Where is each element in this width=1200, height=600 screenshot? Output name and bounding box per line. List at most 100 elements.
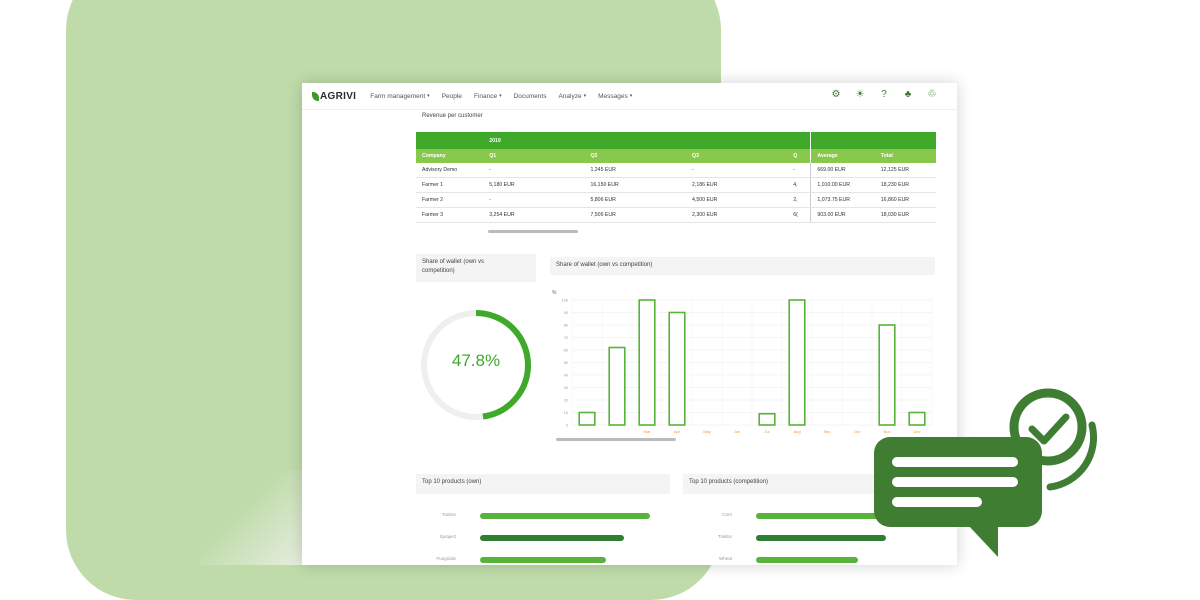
- table-cell: Farmer 3: [416, 207, 484, 223]
- chat-check-icon: [874, 388, 1098, 557]
- table-row[interactable]: Farmer 2-5,806 EUR 4,500 EUR 2, 1,073.75 EU…: [416, 192, 936, 208]
- main-menu: Farm management ▾ People Finance ▾ Documents A…: [370, 93, 632, 100]
- competition-products-title: Top 10 products (competition): [683, 474, 937, 494]
- donut-card-title: Share of wallet (own vs competition): [416, 254, 536, 282]
- x-tick-label: Sep: [823, 429, 831, 434]
- product-bar: [480, 513, 651, 519]
- table-cell: 12,125 EUR: [874, 163, 936, 178]
- gear-icon[interactable]: ⚙: [831, 89, 841, 100]
- table-row[interactable]: Farmer 1 5,180 EUR 16,150 EUR 2,186 EUR 4, 1,…: [416, 177, 936, 193]
- background-shadow: [200, 470, 302, 565]
- product-bar: [480, 557, 606, 563]
- column-header[interactable]: Average: [810, 149, 875, 163]
- column-header[interactable]: Q2: [590, 153, 598, 159]
- logo-text: AGRIVI: [320, 90, 357, 102]
- column-header-row: Company Q1 Q2 Q3 Q Average Total: [416, 149, 936, 163]
- x-tick-label: Dec: [913, 429, 920, 434]
- year-header-row: 2019: [416, 132, 936, 149]
- own-products-title: Top 10 products (own): [416, 474, 670, 494]
- top-navigation-bar: AGRIVI Farm management ▾ People Finance ▾ Doc…: [302, 83, 957, 110]
- bar: [758, 412, 776, 426]
- x-tick-label: Oct: [854, 429, 861, 434]
- table-cell: 1,245 EUR: [584, 163, 687, 178]
- y-tick-label: 30: [564, 386, 568, 390]
- bar: [638, 299, 656, 426]
- table-cell: 2,300 EUR: [686, 207, 788, 223]
- table-cell: -: [483, 192, 585, 208]
- table-cell: 4,: [787, 177, 811, 193]
- year-cell: 2019: [489, 137, 501, 144]
- nav-item[interactable]: Messages: [598, 92, 628, 100]
- chevron-down-icon[interactable]: ▾: [629, 92, 633, 99]
- table-cell: 3,254 EUR: [483, 207, 585, 223]
- table-cell: Farmer 1: [416, 177, 484, 193]
- product-bar: [756, 557, 858, 563]
- x-tick-label: Aug: [793, 429, 800, 434]
- column-header[interactable]: Q3: [692, 153, 699, 159]
- product-label: Spraject: [439, 534, 456, 539]
- nav-item[interactable]: People: [441, 92, 462, 100]
- table-cell: Farmer 2: [416, 192, 484, 208]
- product-bar: [756, 513, 932, 519]
- y-tick-label: 40: [564, 374, 568, 378]
- table-cell: -: [483, 163, 585, 178]
- table-cell: 18,030 EUR: [874, 207, 936, 223]
- horizontal-scrollbar[interactable]: [488, 230, 578, 233]
- table-cell: 16,150 EUR: [584, 177, 687, 193]
- product-label: Corn: [722, 512, 732, 517]
- table-cell: 903.00 EUR: [810, 207, 875, 223]
- chevron-down-icon[interactable]: ▾: [583, 92, 587, 99]
- table-cell: 6(: [787, 207, 811, 223]
- donut-title-line1: Share of wallet (own vs: [422, 259, 485, 265]
- check-mark: [1028, 413, 1070, 445]
- recycle-icon[interactable]: ♲: [927, 89, 937, 100]
- x-tick-label: Jul: [764, 429, 769, 434]
- y-tick-label: 10: [564, 411, 568, 415]
- nav-item[interactable]: Documents: [513, 92, 547, 100]
- chat-bubble-tail: [968, 525, 998, 557]
- chart-scrollbar: [556, 438, 676, 441]
- y-tick-label: 50: [564, 361, 568, 365]
- product-label: Fungicide: [436, 556, 456, 561]
- column-header[interactable]: Total: [880, 153, 893, 159]
- y-tick-label: 0: [566, 424, 568, 428]
- y-tick-label: 20: [564, 399, 568, 403]
- revenue-table: 2019 Company Q1 Q2 Q3 Q Average Total Advisory…: [416, 132, 936, 235]
- bar: [608, 346, 626, 426]
- x-tick-label: May: [703, 429, 711, 434]
- chevron-down-icon[interactable]: ▾: [427, 92, 430, 99]
- donut-value: 47.8%: [451, 351, 501, 370]
- table-cell: 7,506 EUR: [584, 207, 687, 223]
- help-icon[interactable]: ?: [881, 89, 887, 100]
- table-row[interactable]: Advisory Demo -1,245 EUR - -669.00 EUR 12,12…: [416, 163, 936, 178]
- bar: [878, 324, 896, 426]
- nav-item[interactable]: Analyze: [558, 92, 582, 100]
- y-tick-label: 60: [564, 349, 568, 353]
- table-cell: 5,806 EUR: [584, 192, 687, 208]
- nav-item[interactable]: Farm management: [370, 92, 426, 100]
- y-tick-label: 70: [564, 336, 568, 340]
- table-cell: 16,860 EUR: [874, 192, 936, 208]
- table-cell: 1,010.00 EUR: [810, 177, 875, 193]
- bar: [908, 411, 926, 426]
- column-header[interactable]: Q: [793, 153, 798, 159]
- product-bar: [756, 535, 886, 541]
- y-unit-label: %: [552, 290, 557, 296]
- agrivi-logo[interactable]: AGRIVI: [312, 91, 356, 102]
- wallet-bar-chart: % 0 10 20 30 40 50 60 70 80 90 100 Mar Apr May Jun Jul Au…: [552, 290, 933, 441]
- chevron-down-icon[interactable]: ▾: [499, 92, 502, 99]
- column-header[interactable]: Company: [422, 153, 446, 159]
- table-row[interactable]: Farmer 3 3,254 EUR 7,506 EUR 2,300 EUR 6(903…: [416, 207, 936, 223]
- table-cell: Advisory Demo: [416, 163, 484, 178]
- check-circle: [1009, 388, 1087, 466]
- sun-icon[interactable]: ☀: [855, 89, 865, 100]
- bar: [668, 311, 686, 426]
- x-tick-label: Jun: [734, 429, 740, 434]
- revenue-panel-title: Revenue per customer: [422, 113, 483, 119]
- column-header[interactable]: Q1: [489, 153, 497, 159]
- bell-icon[interactable]: ♣: [904, 89, 912, 100]
- nav-item[interactable]: Finance: [473, 92, 498, 100]
- bar: [578, 411, 596, 426]
- table-cell: 5,180 EUR: [483, 177, 585, 193]
- table-cell: -: [686, 163, 788, 178]
